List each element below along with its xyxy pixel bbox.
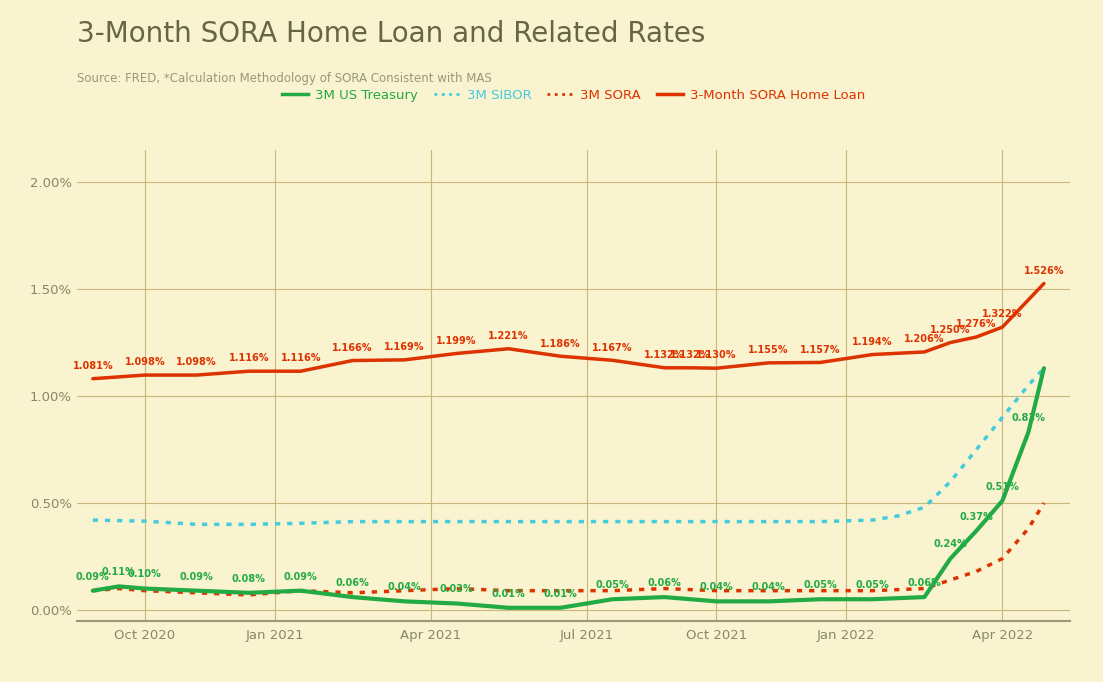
Text: 1.206%: 1.206%	[904, 334, 944, 344]
Text: 1.132%: 1.132%	[671, 350, 710, 360]
Text: 1.167%: 1.167%	[592, 342, 633, 353]
Text: 1.116%: 1.116%	[280, 353, 321, 364]
Text: 1.186%: 1.186%	[540, 338, 581, 349]
Text: 0.06%: 0.06%	[647, 578, 682, 588]
Text: 1.221%: 1.221%	[489, 331, 528, 341]
Text: 1.098%: 1.098%	[125, 357, 165, 368]
Text: 1.194%: 1.194%	[853, 337, 892, 347]
Text: 0.06%: 0.06%	[335, 578, 370, 588]
Text: 0.09%: 0.09%	[180, 572, 214, 582]
Text: 0.05%: 0.05%	[856, 580, 889, 590]
Text: 0.01%: 0.01%	[492, 589, 525, 599]
Text: 1.526%: 1.526%	[1024, 266, 1064, 276]
Text: 1.130%: 1.130%	[696, 351, 737, 361]
Text: 1.166%: 1.166%	[332, 343, 373, 353]
Text: 0.04%: 0.04%	[699, 582, 733, 592]
Text: 1.157%: 1.157%	[800, 344, 840, 355]
Text: 0.11%: 0.11%	[101, 567, 136, 577]
Text: 1.250%: 1.250%	[930, 325, 971, 335]
Text: 1.322%: 1.322%	[982, 310, 1022, 319]
Text: 0.24%: 0.24%	[933, 539, 967, 550]
Text: 0.01%: 0.01%	[544, 589, 578, 599]
Text: 0.09%: 0.09%	[283, 572, 318, 582]
Text: 1.098%: 1.098%	[176, 357, 217, 368]
Legend: 3M US Treasury, 3M SIBOR, 3M SORA, 3-Month SORA Home Loan: 3M US Treasury, 3M SIBOR, 3M SORA, 3-Mon…	[277, 84, 870, 107]
Text: 1.081%: 1.081%	[73, 361, 114, 371]
Text: 0.83%: 0.83%	[1011, 413, 1046, 424]
Text: 1.132%: 1.132%	[644, 350, 685, 360]
Text: 1.116%: 1.116%	[228, 353, 269, 364]
Text: 0.06%: 0.06%	[908, 578, 941, 588]
Text: 0.08%: 0.08%	[232, 574, 266, 584]
Text: Source: FRED, *Calculation Methodology of SORA Consistent with MAS: Source: FRED, *Calculation Methodology o…	[77, 72, 492, 85]
Text: 0.51%: 0.51%	[985, 481, 1019, 492]
Text: 0.03%: 0.03%	[440, 584, 473, 595]
Text: 0.04%: 0.04%	[388, 582, 421, 592]
Text: 1.169%: 1.169%	[384, 342, 425, 352]
Text: 0.09%: 0.09%	[76, 572, 109, 582]
Text: 0.05%: 0.05%	[596, 580, 630, 590]
Text: 1.199%: 1.199%	[437, 336, 476, 346]
Text: 0.05%: 0.05%	[804, 580, 837, 590]
Text: 3-Month SORA Home Loan and Related Rates: 3-Month SORA Home Loan and Related Rates	[77, 20, 706, 48]
Text: 0.37%: 0.37%	[960, 512, 993, 522]
Text: 1.155%: 1.155%	[748, 345, 789, 355]
Text: 1.276%: 1.276%	[956, 319, 997, 329]
Text: 0.10%: 0.10%	[128, 569, 162, 580]
Text: 0.04%: 0.04%	[751, 582, 785, 592]
